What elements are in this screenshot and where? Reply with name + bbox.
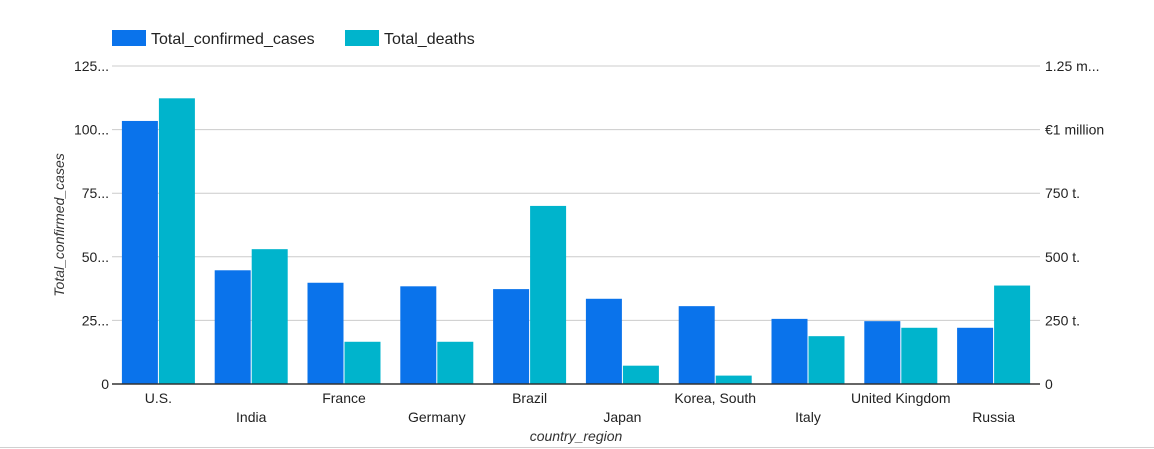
gridlines [112, 65, 1040, 321]
bar-total-deaths-united-kingdom [901, 327, 938, 384]
x-tick-label: Germany [408, 409, 466, 425]
bar-total-confirmed-cases-brazil [493, 289, 530, 384]
bar-total-confirmed-cases-korea-south [678, 306, 715, 384]
bar-total-deaths-brazil [530, 205, 567, 384]
legend-swatch-total-deaths [345, 30, 379, 46]
y-tick-label: 100... [74, 122, 109, 138]
y-tick-label: 125... [74, 58, 109, 74]
y-tick-label: 75... [82, 185, 109, 201]
bars [121, 98, 1031, 384]
y-tick-label: 0 [101, 376, 109, 392]
x-tick-label: Russia [972, 409, 1015, 425]
bar-total-deaths-u-s [158, 98, 195, 384]
legend: Total_confirmed_cases Total_deaths [112, 30, 475, 48]
bar-total-deaths-india [251, 249, 288, 384]
bar-total-confirmed-cases-france [307, 282, 344, 384]
bar-total-confirmed-cases-united-kingdom [864, 321, 901, 384]
legend-label-total-confirmed-cases: Total_confirmed_cases [151, 31, 315, 48]
bar-total-deaths-italy [808, 336, 845, 384]
y-tick-label: 25... [82, 312, 109, 328]
y2-tick-label: €1 million [1045, 122, 1104, 138]
bar-total-confirmed-cases-russia [957, 327, 994, 384]
x-tick-label: U.S. [145, 390, 172, 406]
bar-total-confirmed-cases-u-s [121, 120, 158, 384]
y2-tick-label: 750 t. [1045, 185, 1080, 201]
y2-tick-label: 0 [1045, 376, 1053, 392]
y2-tick-label: 250 t. [1045, 312, 1080, 328]
y-axis-left-ticks: 0 25... 50... 75... 100... 125... [74, 58, 109, 392]
legend-swatch-total-confirmed-cases [112, 30, 146, 46]
y2-tick-label: 500 t. [1045, 249, 1080, 265]
bar-total-confirmed-cases-japan [585, 298, 622, 384]
x-tick-label: India [236, 409, 267, 425]
bar-total-confirmed-cases-india [214, 270, 251, 384]
legend-label-total-deaths: Total_deaths [384, 31, 475, 48]
x-tick-label: Brazil [512, 390, 547, 406]
divider [0, 447, 1154, 448]
x-axis-ticks: U.S. India France Germany Brazil Japan Korea, … [145, 390, 1015, 425]
y-axis-right-ticks: 0 250 t. 500 t. 750 t. €1 million 1.25 m... [1045, 58, 1104, 392]
x-tick-label: United Kingdom [851, 390, 951, 406]
bar-total-deaths-korea-south [715, 375, 752, 384]
y2-tick-label: 1.25 m... [1045, 58, 1099, 74]
x-tick-label: Italy [795, 409, 821, 425]
y-tick-label: 50... [82, 249, 109, 265]
x-tick-label: France [322, 390, 366, 406]
bar-total-confirmed-cases-italy [771, 318, 808, 384]
bar-total-deaths-japan [622, 365, 659, 384]
bar-total-deaths-germany [437, 341, 474, 384]
x-axis-title: country_region [530, 428, 623, 444]
y-axis-title: Total_confirmed_cases [51, 153, 67, 296]
bar-total-confirmed-cases-germany [400, 286, 437, 384]
x-tick-label: Japan [603, 409, 641, 425]
x-tick-label: Korea, South [674, 390, 756, 406]
bar-total-deaths-russia [994, 285, 1031, 384]
bar-total-deaths-france [344, 341, 381, 384]
